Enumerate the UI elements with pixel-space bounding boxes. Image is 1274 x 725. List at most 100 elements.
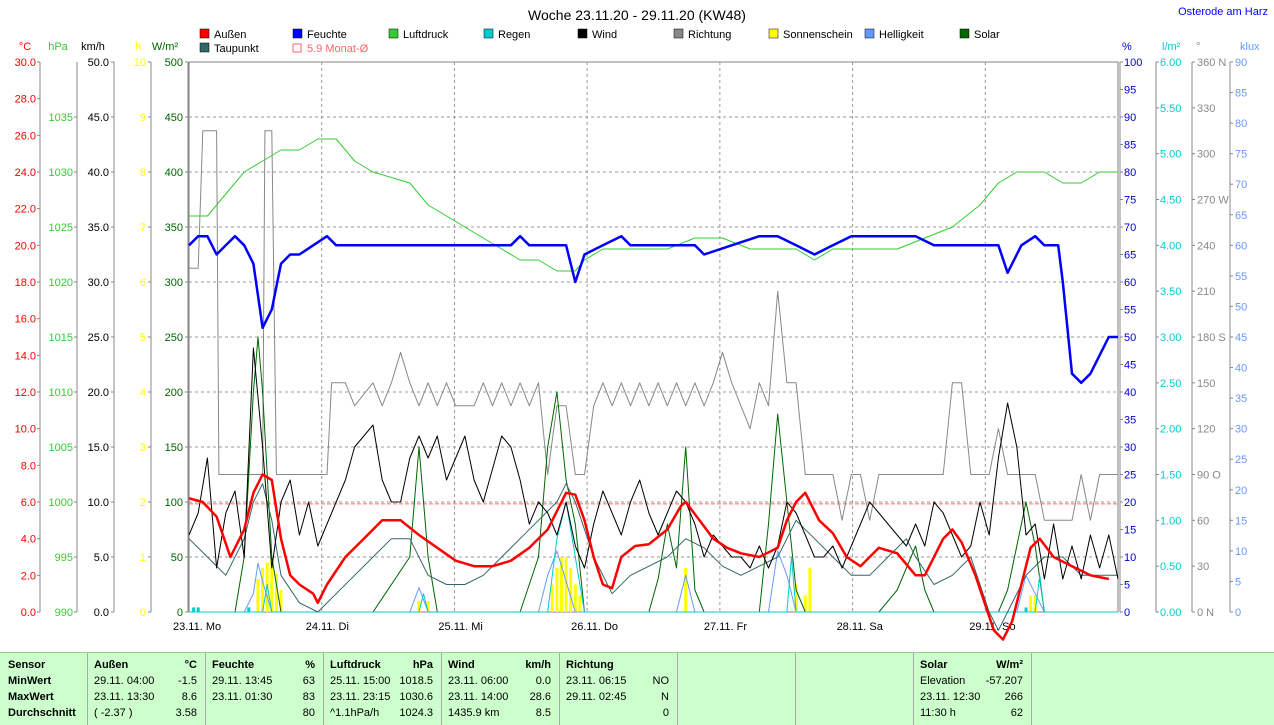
- tick-humidity: 35: [1124, 415, 1136, 427]
- stats-feuchte-unit: %: [305, 659, 315, 671]
- tick-sun: 4: [140, 387, 146, 399]
- tick-pressure: 1025: [49, 222, 73, 234]
- tick-direction: 300: [1197, 149, 1215, 161]
- sunshine-bar: [808, 568, 812, 612]
- stats-luftdruck-min-time: 25.11. 15:00: [330, 675, 391, 687]
- tick-temp: 8.0: [21, 460, 36, 472]
- tick-lux: 85: [1235, 88, 1247, 100]
- stats-wind-name: Wind: [448, 659, 475, 671]
- stats-richtung-min-time: 23.11. 06:15: [566, 675, 627, 687]
- sunshine-bar: [555, 568, 559, 612]
- series-wind: [188, 347, 1119, 580]
- tick-solar: 100: [165, 497, 183, 509]
- stats-richtung-max-val: N: [661, 691, 669, 703]
- stats-feuchte: Feuchte% 29.11. 13:45 63 23.11. 01:30 83 8…: [206, 653, 324, 725]
- stats-aussen-unit: °C: [184, 659, 197, 671]
- tick-direction: 150: [1197, 378, 1215, 390]
- tick-rain: 0.50: [1160, 561, 1181, 573]
- stats-wind-avg-left: 1435.9 km: [448, 707, 500, 719]
- sunshine-bar: [274, 573, 278, 612]
- chart-canvas: 23.11. Mo 24.11. Di 25.11. Mi 26.11. Do 27.1…: [15, 7, 1260, 641]
- legend-helligkeit-label: Helligkeit: [879, 29, 924, 41]
- tick-solar: 50: [171, 552, 183, 564]
- stats-solar-max-time: 23.11. 12:30: [920, 691, 981, 703]
- tick-wind: 45.0: [88, 112, 109, 124]
- stats-empty-2: [796, 653, 914, 725]
- stats-luftdruck-unit: hPa: [412, 659, 433, 671]
- tick-rain: 3.50: [1160, 286, 1181, 298]
- tick-pressure: 1020: [49, 277, 73, 289]
- tick-humidity: 5: [1124, 580, 1130, 592]
- stats-aussen-max-val: 8.6: [181, 691, 197, 703]
- tick-wind: 30.0: [88, 277, 109, 289]
- legend-außen-swatch: [199, 28, 210, 39]
- tick-temp: 24.0: [15, 167, 36, 179]
- legend-sonnenschein-label: Sonnenschein: [783, 29, 853, 41]
- tick-solar: 150: [165, 442, 183, 454]
- stats-feuchte-avg-val: 80: [302, 707, 315, 719]
- tick-lux: 70: [1235, 179, 1247, 191]
- sunshine-bar: [684, 568, 688, 612]
- tick-direction: 210: [1197, 286, 1215, 298]
- series-feuchte: [188, 234, 1118, 385]
- tick-solar: 250: [165, 332, 183, 344]
- tick-temp: 6.0: [21, 497, 36, 509]
- rain-bar: [1024, 607, 1028, 612]
- rain-bar: [196, 607, 200, 612]
- sunshine-bar: [426, 601, 430, 612]
- tick-humidity: 90: [1124, 112, 1136, 124]
- tick-rain: 5.00: [1160, 149, 1181, 161]
- sunshine-bar: [794, 584, 798, 612]
- stats-feuchte-min-val: 63: [302, 675, 315, 687]
- sunshine-bar: [560, 557, 564, 612]
- legend-regen-swatch: [483, 28, 494, 39]
- sunshine-bar: [417, 601, 421, 612]
- tick-temp: 18.0: [15, 277, 36, 289]
- tick-direction: 240: [1197, 240, 1215, 252]
- tick-solar: 350: [165, 222, 183, 234]
- tick-humidity: 30: [1124, 442, 1136, 454]
- tick-sun: 9: [140, 112, 146, 124]
- tick-direction: 330: [1197, 103, 1215, 115]
- weather-chart: Osterode am Harz 23.11. Mo 24.11. Di 25.11…: [15, 6, 1268, 641]
- series-luftdruck: [189, 138, 1118, 272]
- tick-direction: 360 N: [1197, 57, 1226, 69]
- stats-solar-min-time: Elevation: [920, 675, 966, 687]
- tick-temp: 12.0: [15, 387, 36, 399]
- legend-luftdruck-label: Luftdruck: [403, 29, 449, 41]
- tick-lux: 5: [1235, 576, 1241, 588]
- tick-rain: 2.00: [1160, 424, 1181, 436]
- tick-direction: 180 S: [1197, 332, 1226, 344]
- tick-direction: 30: [1197, 561, 1209, 573]
- stats-solar-avg-val: 62: [1010, 707, 1023, 719]
- stats-solar-max-val: 266: [1004, 691, 1023, 703]
- tick-humidity: 45: [1124, 360, 1136, 372]
- legend-regen-label: Regen: [498, 29, 530, 41]
- legend-luftdruck-swatch: [388, 28, 399, 39]
- tick-sun: 2: [140, 497, 146, 509]
- legend-wind-label: Wind: [592, 29, 617, 41]
- tick-wind: 20.0: [88, 387, 109, 399]
- stats-panel: Sensor MinWert MaxWert Durchschnitt Auße…: [0, 652, 1274, 725]
- sunshine-bar: [564, 557, 568, 612]
- tick-wind: 50.0: [88, 57, 109, 69]
- tick-pressure: 1010: [49, 387, 73, 399]
- day-label: 27.11. Fr: [704, 621, 748, 633]
- tick-humidity: 10: [1124, 552, 1136, 564]
- day-label: 26.11. Do: [571, 621, 618, 633]
- tick-solar: 500: [165, 57, 183, 69]
- series-aussen: [188, 473, 1110, 641]
- tick-lux: 35: [1235, 393, 1247, 405]
- tick-humidity: 60: [1124, 277, 1136, 289]
- axis-unit-pressure: hPa: [48, 41, 68, 53]
- legend-5-9-monat--label: 5.9 Monat-Ø: [307, 43, 369, 55]
- tick-direction: 270 W: [1197, 195, 1229, 207]
- stats-luftdruck-avg-val: 1024.3: [399, 707, 433, 719]
- tick-sun: 6: [140, 277, 146, 289]
- legend-5-9-monat--swatch: [292, 43, 302, 53]
- stats-wind-unit: km/h: [525, 659, 551, 671]
- stats-feuchte-name: Feuchte: [212, 659, 255, 671]
- tick-humidity: 80: [1124, 167, 1136, 179]
- stats-wind-avg-val: 8.5: [535, 707, 551, 719]
- chart-title: Woche 23.11.20 - 29.11.20 (KW48): [528, 7, 746, 23]
